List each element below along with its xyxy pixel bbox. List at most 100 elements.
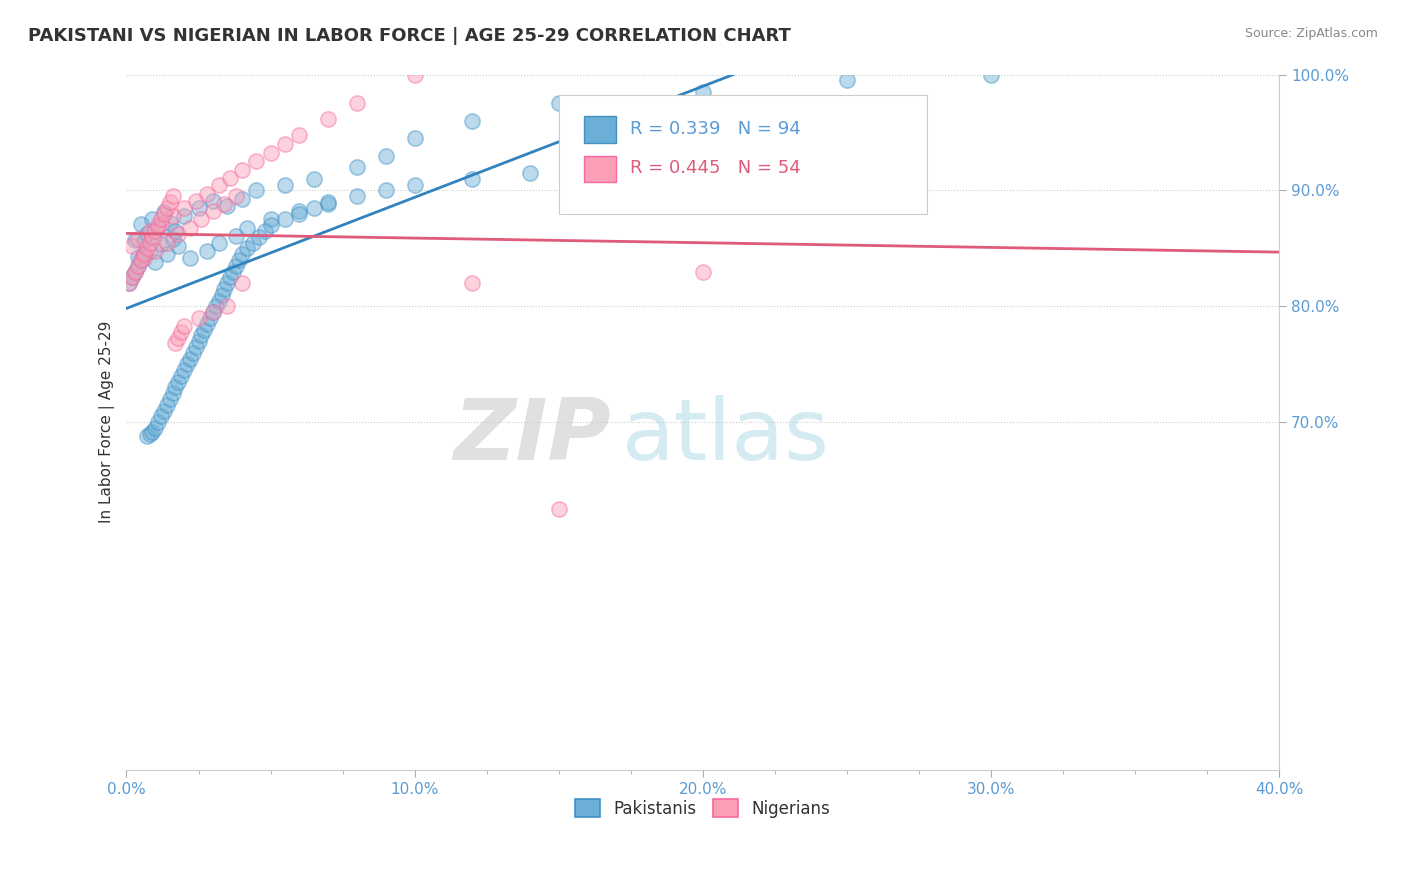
Point [150, 236, 173, 251]
Point [127, 259, 149, 273]
Point [404, 178, 426, 192]
Point [162, 386, 184, 401]
Point [316, 194, 339, 209]
FancyBboxPatch shape [558, 95, 928, 213]
Point [129, 252, 152, 267]
Point [259, 146, 281, 161]
Point [135, 227, 157, 242]
Point [547, 502, 569, 516]
Point [162, 189, 184, 203]
Point [143, 244, 166, 258]
Point [404, 131, 426, 145]
Point [184, 194, 207, 208]
Point [195, 186, 218, 201]
Point [179, 351, 201, 366]
Point [302, 201, 325, 215]
Point [980, 68, 1002, 82]
Point [118, 276, 141, 290]
Point [138, 426, 160, 441]
Point [259, 212, 281, 227]
Point [118, 276, 141, 290]
Point [127, 259, 149, 273]
Point [374, 183, 396, 197]
Point [159, 194, 181, 209]
Point [129, 252, 152, 267]
Point [167, 375, 190, 389]
Point [173, 201, 195, 215]
Point [201, 194, 224, 208]
Point [121, 270, 143, 285]
Point [143, 421, 166, 435]
Point [217, 299, 239, 313]
Point [316, 112, 339, 126]
Point [121, 270, 143, 285]
Point [208, 293, 231, 308]
Point [692, 264, 714, 278]
Point [124, 233, 146, 247]
Point [167, 239, 190, 253]
Point [179, 251, 201, 265]
Point [519, 166, 541, 180]
Point [231, 247, 253, 261]
Point [198, 310, 221, 325]
Point [201, 305, 224, 319]
Point [219, 170, 242, 185]
Point [173, 209, 195, 223]
Point [236, 241, 259, 255]
Point [195, 317, 218, 331]
Point [162, 209, 184, 223]
Point [141, 425, 163, 439]
Point [124, 264, 146, 278]
Point [346, 161, 368, 175]
Point [461, 114, 484, 128]
Point [253, 224, 276, 238]
FancyBboxPatch shape [583, 116, 616, 143]
Point [135, 429, 157, 443]
Point [835, 73, 858, 87]
Point [187, 201, 209, 215]
Point [231, 192, 253, 206]
Point [173, 319, 195, 334]
Point [156, 235, 179, 250]
Point [156, 247, 179, 261]
Point [219, 270, 242, 285]
Point [245, 154, 267, 169]
Point [214, 197, 236, 211]
Point [225, 259, 247, 273]
Point [176, 357, 198, 371]
Point [228, 252, 250, 267]
Point [208, 235, 231, 250]
Point [190, 212, 212, 227]
Point [692, 85, 714, 99]
Point [288, 204, 311, 219]
Point [153, 403, 176, 417]
Point [162, 232, 184, 246]
Point [201, 204, 224, 219]
Point [214, 282, 236, 296]
Point [132, 247, 155, 261]
Point [346, 189, 368, 203]
Point [132, 247, 155, 261]
Point [204, 299, 226, 313]
Point [208, 178, 231, 192]
Point [159, 216, 181, 230]
Point [143, 224, 166, 238]
Point [129, 217, 152, 231]
Point [141, 212, 163, 227]
Point [547, 96, 569, 111]
Point [225, 228, 247, 243]
Point [146, 218, 169, 232]
Point [231, 276, 253, 290]
Point [156, 398, 179, 412]
Point [124, 264, 146, 278]
Text: R = 0.339   N = 94: R = 0.339 N = 94 [630, 120, 801, 137]
Point [141, 229, 163, 244]
Point [274, 137, 297, 152]
Point [225, 189, 247, 203]
Text: PAKISTANI VS NIGERIAN IN LABOR FORCE | AGE 25-29 CORRELATION CHART: PAKISTANI VS NIGERIAN IN LABOR FORCE | A… [28, 27, 792, 45]
Point [404, 68, 426, 82]
Point [288, 128, 311, 142]
Text: ZIP: ZIP [453, 394, 610, 478]
Point [170, 325, 193, 339]
Point [231, 162, 253, 177]
